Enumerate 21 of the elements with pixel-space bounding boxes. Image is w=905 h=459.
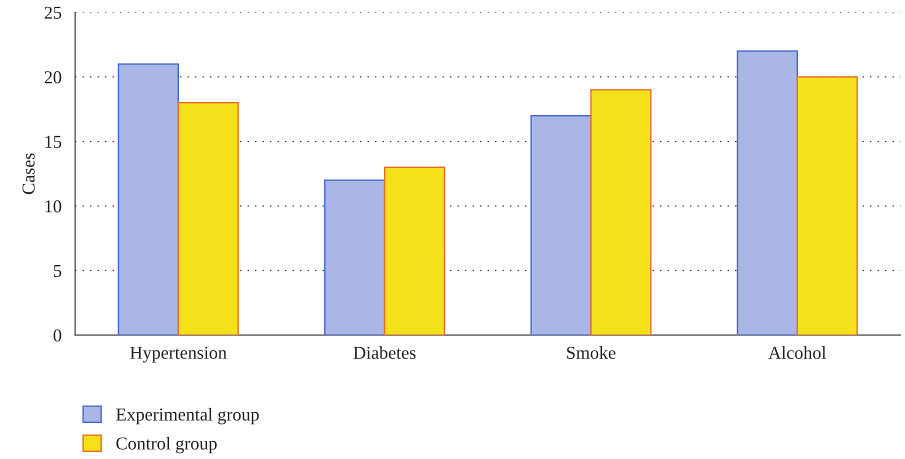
bar — [796, 76, 858, 336]
x-tick-label: Smoke — [567, 346, 616, 359]
y-tick-label: 15 — [45, 136, 62, 148]
bar — [118, 63, 179, 336]
bar — [384, 166, 446, 336]
legend-label: Experimental group — [116, 408, 259, 424]
x-tick-label: Diabetes — [354, 346, 416, 359]
legend-label: Control group — [116, 436, 217, 454]
bar — [590, 89, 652, 336]
bar — [736, 50, 798, 336]
y-axis-title: Cases — [22, 153, 35, 194]
x-tick-label: Alcohol — [768, 346, 826, 359]
y-tick-label: 20 — [44, 71, 62, 84]
bar — [178, 102, 239, 336]
bar — [530, 114, 592, 336]
y-tick-label: 25 — [44, 6, 62, 19]
y-tick-label: 10 — [45, 200, 62, 212]
bar — [324, 179, 386, 336]
y-tick-label: 0 — [54, 329, 62, 342]
x-tick-label: Hypertension — [130, 346, 227, 363]
y-tick-label: 5 — [54, 264, 62, 277]
